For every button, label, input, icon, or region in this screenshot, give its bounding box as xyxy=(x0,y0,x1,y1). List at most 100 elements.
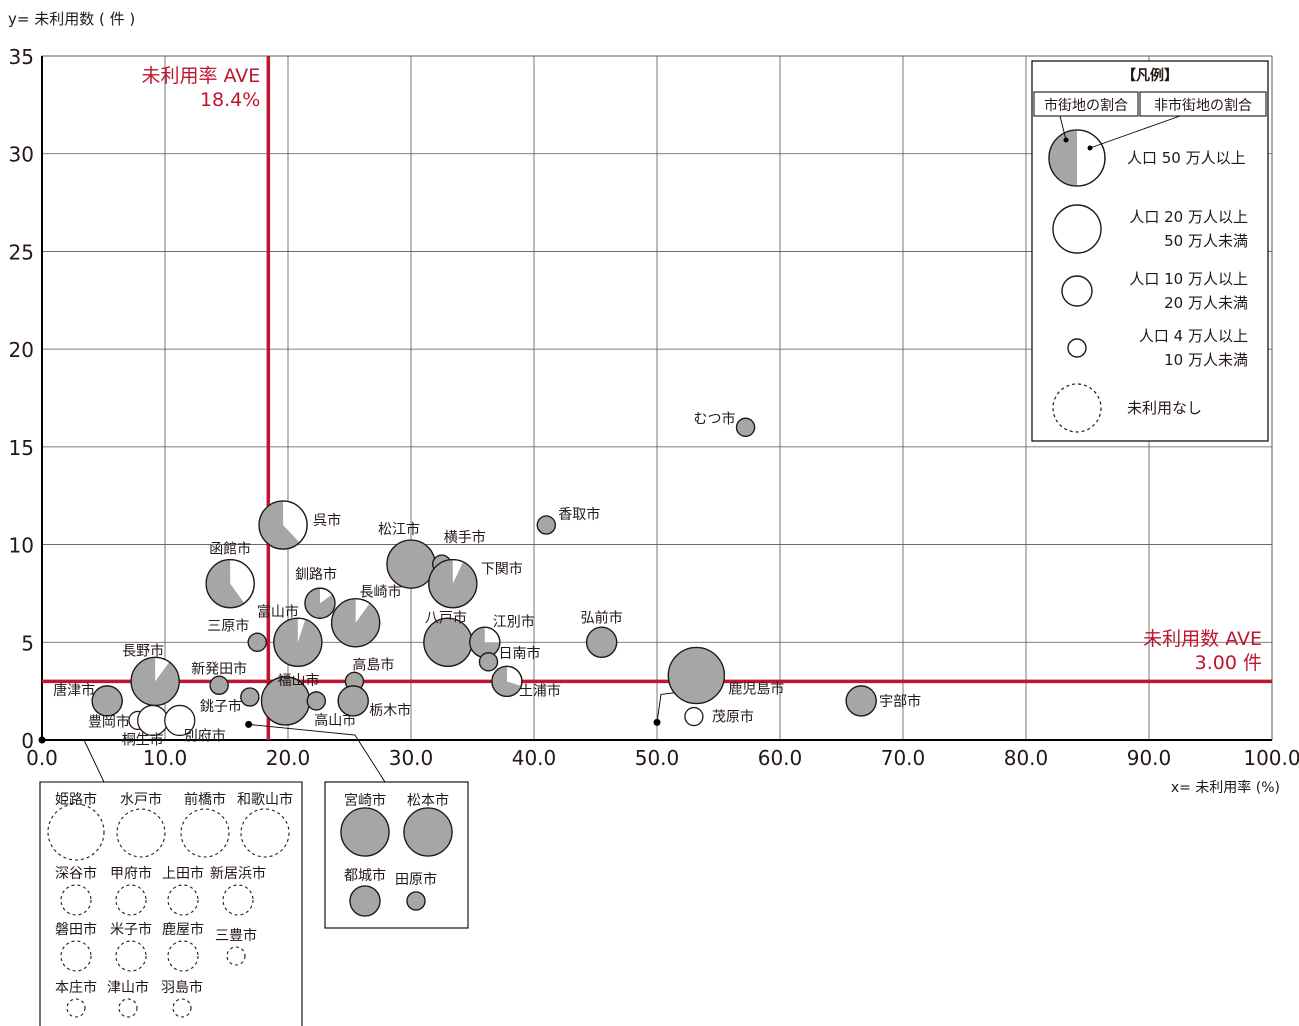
city-label: 茂原市 xyxy=(712,709,754,726)
callout-leader xyxy=(656,691,678,723)
bubble-outline xyxy=(1048,129,1106,187)
legend-row-label: 10 万人未満 xyxy=(1164,351,1248,369)
unused-city-circle xyxy=(115,884,147,916)
bubble-gray xyxy=(91,685,123,717)
legend-pointer-right xyxy=(1089,115,1181,149)
unused-city-circle xyxy=(167,940,199,972)
unused-city-circle xyxy=(47,803,105,861)
unused-city-circle xyxy=(60,940,92,972)
x-tick-label: 0.0 xyxy=(26,746,58,770)
unused-city-circle xyxy=(115,940,147,972)
city-label: 桐生市 xyxy=(122,731,164,748)
city-label: 函館市 xyxy=(209,541,251,558)
bubble-outline xyxy=(205,559,255,609)
bubble-base xyxy=(684,706,704,727)
city-bubble xyxy=(337,685,369,717)
city-bubble xyxy=(386,539,436,589)
bubble-gray xyxy=(349,885,381,917)
city-label: 唐津市 xyxy=(53,682,95,699)
bubble-outline xyxy=(304,587,336,619)
city-label: 釧路市 xyxy=(295,566,337,583)
unused-city-label: 羽島市 xyxy=(161,979,203,996)
city-bubble xyxy=(258,500,308,550)
legend-row-label: 人口 50 万人以上 xyxy=(1127,149,1246,167)
callout-leader xyxy=(42,739,105,783)
unused-box-frame xyxy=(39,781,303,1026)
callout-leader xyxy=(248,723,386,783)
legend-row-label: 人口 20 万人以上 xyxy=(1129,208,1248,226)
x-tick-label: 50.0 xyxy=(635,746,680,770)
x-tick-label: 20.0 xyxy=(266,746,311,770)
bubble-gray xyxy=(536,515,556,535)
bubble-slice xyxy=(304,588,335,619)
zero-rate-city-label: 田原市 xyxy=(395,871,437,888)
legend-size-circle xyxy=(1052,204,1102,254)
legend-header-right: 非市街地の割合 xyxy=(1154,97,1252,114)
city-label: 日南市 xyxy=(498,645,540,662)
legend-header-left: 市街地の割合 xyxy=(1044,97,1128,114)
x-axis-label: x= 未利用率 (%) xyxy=(1171,779,1280,796)
legend-row-label: 20 万人未満 xyxy=(1164,294,1248,312)
city-bubble xyxy=(205,559,255,609)
y-tick-label: 20 xyxy=(9,338,34,362)
y-tick-label: 15 xyxy=(9,436,34,460)
bubble-outline xyxy=(330,598,381,648)
bubble-gray xyxy=(403,807,453,857)
legend-dashed-circle xyxy=(1052,383,1102,433)
city-bubble xyxy=(423,617,473,667)
city-bubble xyxy=(478,652,499,672)
unused-city-circle xyxy=(222,884,254,916)
city-label: 三原市 xyxy=(207,617,249,634)
bubble-outline xyxy=(258,500,308,550)
bubble-slice xyxy=(273,618,322,667)
bubble-gray xyxy=(586,626,618,658)
unused-city-label: 前橋市 xyxy=(184,791,226,808)
unused-city-label: 深谷市 xyxy=(55,865,97,882)
city-bubble xyxy=(247,632,267,652)
city-bubble xyxy=(273,617,323,667)
city-bubble xyxy=(164,704,196,737)
city-bubble xyxy=(209,675,229,695)
city-bubble xyxy=(586,626,618,658)
bubble-outline xyxy=(491,665,523,698)
unused-city-circle xyxy=(240,808,290,858)
bubble-gray xyxy=(247,632,267,652)
city-label: 富山市 xyxy=(257,603,299,620)
unused-city-label: 米子市 xyxy=(110,921,152,938)
city-label: 弘前市 xyxy=(581,609,623,626)
bubble-slice xyxy=(131,657,180,706)
unused-city-label: 上田市 xyxy=(162,865,204,882)
legend-size-circle xyxy=(1061,275,1093,307)
zero-rate-box-frame xyxy=(324,781,469,929)
legend-header-box xyxy=(1139,91,1267,117)
zero-rate-city-label: 都城市 xyxy=(344,867,386,884)
city-bubble xyxy=(536,515,556,535)
x-tick-label: 100.0 xyxy=(1243,746,1299,770)
bubble-gray xyxy=(667,646,726,705)
bubble-slice xyxy=(331,598,380,647)
city-bubble xyxy=(667,646,726,705)
x-tick-label: 10.0 xyxy=(143,746,188,770)
city-label: 高島市 xyxy=(352,656,394,673)
bubble-slice xyxy=(1049,130,1077,186)
unused-city-label: 水戸市 xyxy=(120,791,162,808)
bubble-gray xyxy=(340,807,390,857)
legend-size-circle xyxy=(1067,338,1087,358)
city-label: 松江市 xyxy=(378,521,420,538)
city-label: 高山市 xyxy=(314,712,356,729)
legend-row-label: 未利用なし xyxy=(1127,399,1202,417)
legend-row-label: 人口 10 万人以上 xyxy=(1129,270,1248,288)
zero-rate-city-bubble xyxy=(349,885,381,917)
bubble-slice xyxy=(259,501,300,550)
bubble-slice xyxy=(469,627,500,658)
bubble-slice xyxy=(206,559,245,608)
city-bubble xyxy=(735,417,756,437)
bubble-gray xyxy=(478,652,499,672)
zero-rate-city-bubble xyxy=(406,891,426,911)
city-bubble xyxy=(330,598,381,648)
city-label: 豊岡市 xyxy=(88,713,130,730)
